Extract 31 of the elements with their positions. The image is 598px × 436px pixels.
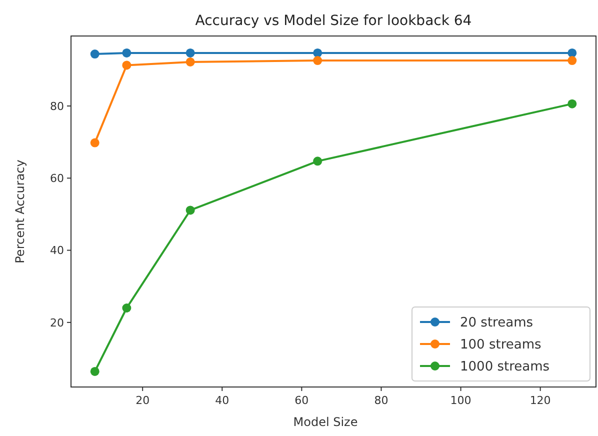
point [568,48,577,58]
y-tick-label: 80 [50,100,64,113]
x-tick-label: 20 [136,394,150,407]
point [186,57,195,66]
y-axis-title: Percent Accuracy [13,160,27,264]
x-tick-label: 100 [450,394,472,407]
point [568,99,577,108]
point [122,60,132,70]
y-tick-label: 40 [50,244,64,258]
point [90,50,100,59]
point [90,366,100,376]
point [313,156,322,166]
point [568,56,577,66]
point [313,48,322,58]
point [186,48,195,58]
chart-title: Accuracy vs Model Size for lookback 64 [195,13,472,29]
point [122,304,132,312]
point [90,138,100,148]
x-axis-title: Model Size [293,415,358,429]
x-tick-label: 60 [294,394,309,407]
y-tick-label: 20 [50,316,64,330]
point [122,48,132,58]
legend-label: 20 streams [460,316,534,331]
point [186,206,195,215]
x-tick-label: 120 [530,394,551,407]
legend-label: 100 streams [460,338,542,353]
point [313,56,322,66]
legend-label: 1000 streams [460,360,550,375]
x-tick-label: 80 [374,394,388,407]
x-tick-label: 40 [215,394,230,407]
y-tick-label: 60 [50,172,64,185]
